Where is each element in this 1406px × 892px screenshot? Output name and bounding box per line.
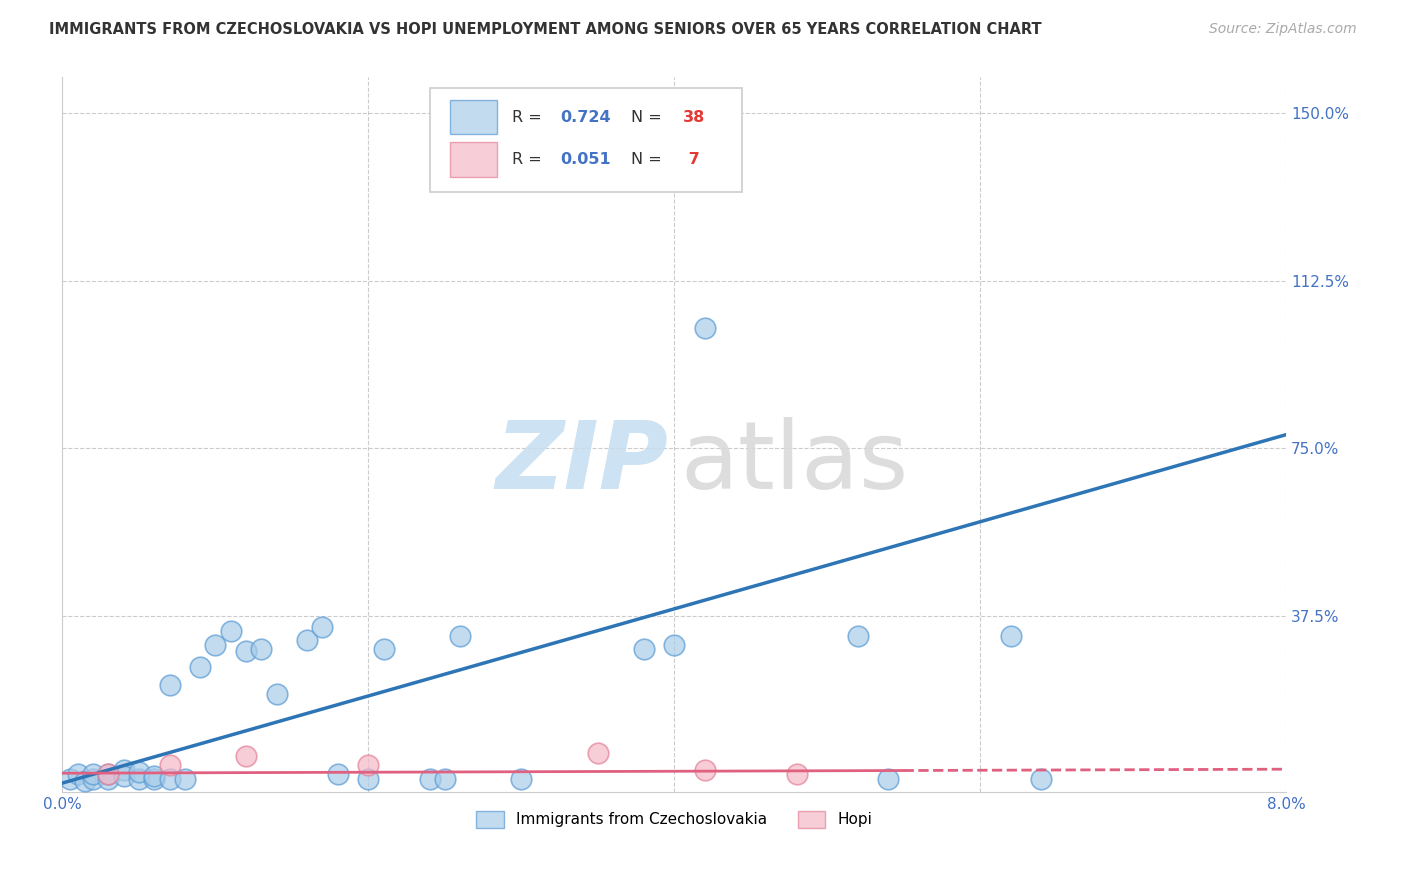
Point [510, 772, 533, 786]
Point [1031, 772, 1053, 786]
Text: N =: N = [631, 152, 668, 167]
Point [449, 629, 471, 643]
Point [693, 763, 716, 777]
Point [266, 687, 288, 701]
FancyBboxPatch shape [430, 88, 741, 192]
Text: atlas: atlas [681, 417, 908, 509]
Text: 7: 7 [683, 152, 700, 167]
Point [357, 772, 380, 786]
Text: Source: ZipAtlas.com: Source: ZipAtlas.com [1209, 22, 1357, 37]
Bar [450, 143, 496, 177]
Text: R =: R = [512, 152, 547, 167]
Point [235, 749, 257, 764]
Point [1000, 629, 1022, 643]
Point [846, 629, 869, 643]
Point [66, 767, 89, 781]
Text: ZIP: ZIP [495, 417, 668, 509]
Point [82, 767, 104, 781]
Point [357, 758, 380, 772]
Point [786, 767, 808, 781]
Point [877, 772, 900, 786]
Point [159, 772, 181, 786]
Point [433, 772, 456, 786]
Point [204, 638, 226, 652]
Text: R =: R = [512, 110, 547, 125]
Point [82, 772, 104, 786]
Text: 0.051: 0.051 [561, 152, 612, 167]
Point [664, 638, 686, 652]
Point [373, 642, 395, 657]
Text: IMMIGRANTS FROM CZECHOSLOVAKIA VS HOPI UNEMPLOYMENT AMONG SENIORS OVER 65 YEARS : IMMIGRANTS FROM CZECHOSLOVAKIA VS HOPI U… [49, 22, 1042, 37]
Point [311, 620, 333, 634]
Point [143, 769, 166, 783]
Point [159, 678, 181, 692]
Point [97, 767, 120, 781]
Point [586, 746, 609, 760]
Point [143, 772, 166, 786]
Point [128, 772, 150, 786]
Point [173, 772, 195, 786]
Point [295, 633, 318, 648]
Text: 38: 38 [683, 110, 704, 125]
Text: 0.724: 0.724 [561, 110, 612, 125]
Bar [450, 100, 496, 134]
Point [419, 772, 441, 786]
Legend: Immigrants from Czechoslovakia, Hopi: Immigrants from Czechoslovakia, Hopi [470, 805, 879, 834]
Point [97, 767, 120, 781]
Point [235, 644, 257, 658]
Point [59, 772, 82, 786]
Point [326, 767, 349, 781]
Point [97, 772, 120, 786]
Point [219, 624, 242, 639]
Text: N =: N = [631, 110, 668, 125]
Point [159, 758, 181, 772]
Point [633, 642, 655, 657]
Point [112, 769, 135, 783]
Point [112, 763, 135, 777]
Point [188, 660, 211, 674]
Point [75, 773, 97, 788]
Point [128, 764, 150, 779]
Point [250, 642, 273, 657]
Point [693, 320, 716, 334]
